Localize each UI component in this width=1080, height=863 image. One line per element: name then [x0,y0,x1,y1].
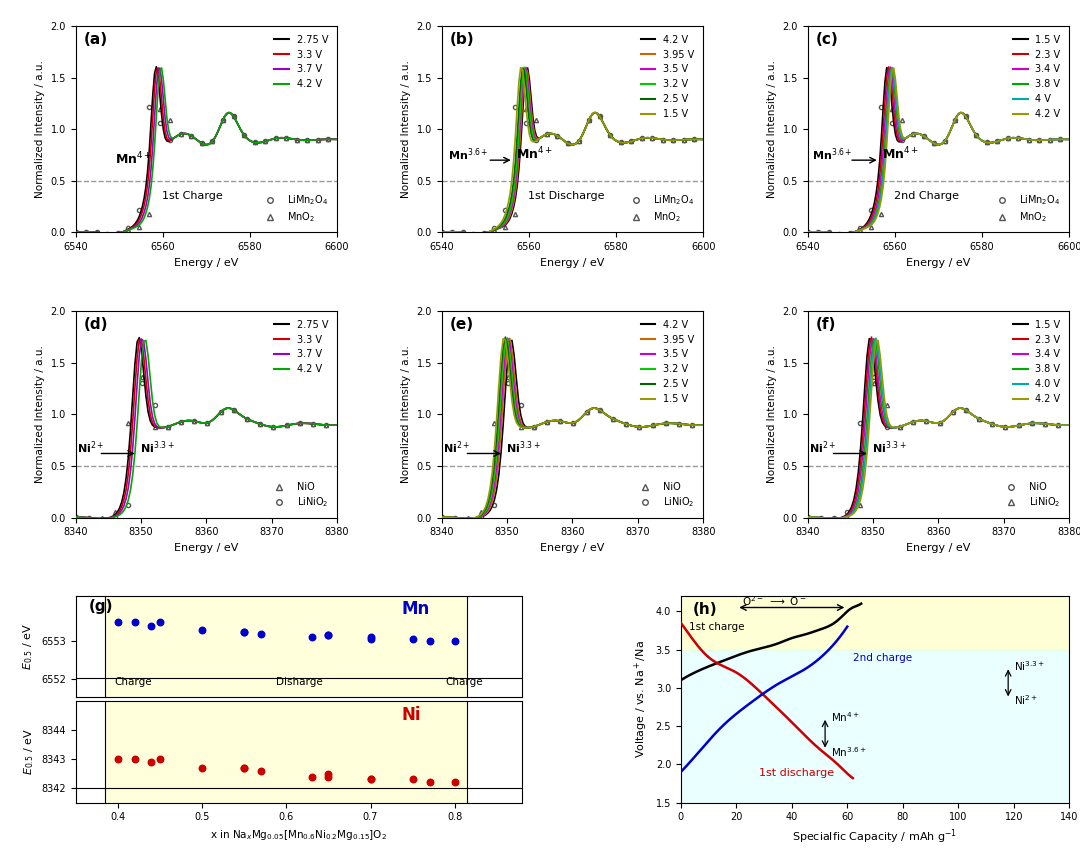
Point [151,615,168,629]
Point [362,772,379,786]
Point [302,630,320,644]
Legend: LiMn$_2$O$_4$, MnO$_2$: LiMn$_2$O$_4$, MnO$_2$ [988,189,1064,228]
Text: 1st Discharge: 1st Discharge [528,192,605,201]
Text: 1st discharge: 1st discharge [758,768,834,778]
Text: (b): (b) [449,32,474,47]
Bar [680,596,1069,650]
Point [235,761,253,775]
Point [126,615,144,629]
Text: 1st charge: 1st charge [689,622,745,633]
Text: Ni$^{3.3+}$: Ni$^{3.3+}$ [505,439,540,456]
Text: Charge: Charge [445,677,483,687]
Text: Mn$^{4+}$: Mn$^{4+}$ [881,146,919,162]
Point [404,772,421,786]
Text: (h): (h) [692,602,717,617]
X-axis label: Energy / eV: Energy / eV [174,258,239,268]
Y-axis label: Normalized Intensity / a.u.: Normalized Intensity / a.u. [35,60,45,198]
Point [362,772,379,786]
Bar [105,596,468,697]
Text: (g): (g) [89,599,113,614]
Point [320,770,337,784]
Text: 2nd charge: 2nd charge [853,653,912,663]
Text: Mn$^{3.6+}$: Mn$^{3.6+}$ [831,745,866,759]
Point [404,633,421,646]
X-axis label: Energy / eV: Energy / eV [906,543,971,553]
Point [362,630,379,644]
Text: Ni: Ni [402,706,421,723]
Text: Ni$^{2+}$: Ni$^{2+}$ [443,439,470,456]
Y-axis label: Normalized Intensity / a.u.: Normalized Intensity / a.u. [35,345,45,483]
Point [320,628,337,642]
Text: Ni$^{2+}$: Ni$^{2+}$ [809,439,836,456]
Y-axis label: $E_{0.5}$ / eV: $E_{0.5}$ / eV [22,728,36,776]
Text: Ni$^{2+}$: Ni$^{2+}$ [1014,693,1038,707]
Point [446,634,463,648]
Text: Ni$^{3.3+}$: Ni$^{3.3+}$ [139,439,174,456]
Point [421,776,438,790]
Point [446,776,463,790]
Y-axis label: Normalized Intensity / a.u.: Normalized Intensity / a.u. [401,60,411,198]
Point [109,615,126,629]
Legend: NiO, LiNiO$_2$: NiO, LiNiO$_2$ [998,478,1064,513]
Text: Ni$^{3.3+}$: Ni$^{3.3+}$ [1014,659,1044,673]
Point [302,770,320,784]
Y-axis label: Normalized Intensity / a.u.: Normalized Intensity / a.u. [767,60,778,198]
Text: Ni$^{3.3+}$: Ni$^{3.3+}$ [872,439,906,456]
X-axis label: x in Na$_x$Mg$_{0.05}$[Mn$_{0.6}$Ni$_{0.2}$Mg$_{0.15}$]O$_2$: x in Na$_x$Mg$_{0.05}$[Mn$_{0.6}$Ni$_{0.… [211,828,388,842]
Point [193,623,211,637]
Legend: NiO, LiNiO$_2$: NiO, LiNiO$_2$ [266,478,333,513]
Point [362,633,379,646]
Text: Charge: Charge [114,677,152,687]
X-axis label: Energy / eV: Energy / eV [906,258,971,268]
Point [235,625,253,639]
X-axis label: Energy / eV: Energy / eV [540,258,605,268]
Y-axis label: $E_{0.5}$ / eV: $E_{0.5}$ / eV [22,623,36,670]
Point [253,764,270,778]
Text: O$^{2-}$ $\longrightarrow$ O$^-$: O$^{2-}$ $\longrightarrow$ O$^-$ [742,594,807,608]
Legend: NiO, LiNiO$_2$: NiO, LiNiO$_2$ [632,478,699,513]
Point [320,766,337,780]
Point [126,753,144,766]
X-axis label: Energy / eV: Energy / eV [540,543,605,553]
Text: 1st Charge: 1st Charge [162,192,222,201]
Text: (d): (d) [83,318,108,332]
Text: Mn$^{3.6+}$: Mn$^{3.6+}$ [812,146,853,162]
Text: (f): (f) [815,318,836,332]
Bar [680,650,1069,803]
Text: Disharge: Disharge [275,677,322,687]
Y-axis label: Normalized Intensity / a.u.: Normalized Intensity / a.u. [767,345,778,483]
Point [109,753,126,766]
Y-axis label: Voltage / vs. Na$^+$/Na: Voltage / vs. Na$^+$/Na [633,640,650,759]
Legend: LiMn$_2$O$_4$, MnO$_2$: LiMn$_2$O$_4$, MnO$_2$ [256,189,333,228]
Point [421,634,438,648]
Point [320,628,337,642]
Point [235,625,253,639]
Text: (a): (a) [83,32,108,47]
Text: Mn$^{4+}$: Mn$^{4+}$ [516,146,553,162]
Point [143,755,160,769]
Text: Mn: Mn [402,601,430,618]
Text: (e): (e) [449,318,474,332]
Point [235,761,253,775]
Point [253,627,270,640]
Point [143,619,160,633]
Legend: LiMn$_2$O$_4$, MnO$_2$: LiMn$_2$O$_4$, MnO$_2$ [622,189,699,228]
X-axis label: Energy / eV: Energy / eV [174,543,239,553]
Point [193,761,211,775]
Text: Mn$^{4+}$: Mn$^{4+}$ [114,151,152,167]
Text: Mn$^{4+}$: Mn$^{4+}$ [831,710,860,724]
Text: 2nd Charge: 2nd Charge [894,192,959,201]
Text: Ni$^{2+}$: Ni$^{2+}$ [77,439,104,456]
Text: Mn$^{3.6+}$: Mn$^{3.6+}$ [448,146,489,162]
Y-axis label: Normalized Intensity / a.u.: Normalized Intensity / a.u. [401,345,411,483]
Text: (c): (c) [815,32,838,47]
X-axis label: Specialfic Capacity / mAh g$^{-1}$: Specialfic Capacity / mAh g$^{-1}$ [793,828,958,847]
Point [151,753,168,766]
Bar [105,702,468,803]
